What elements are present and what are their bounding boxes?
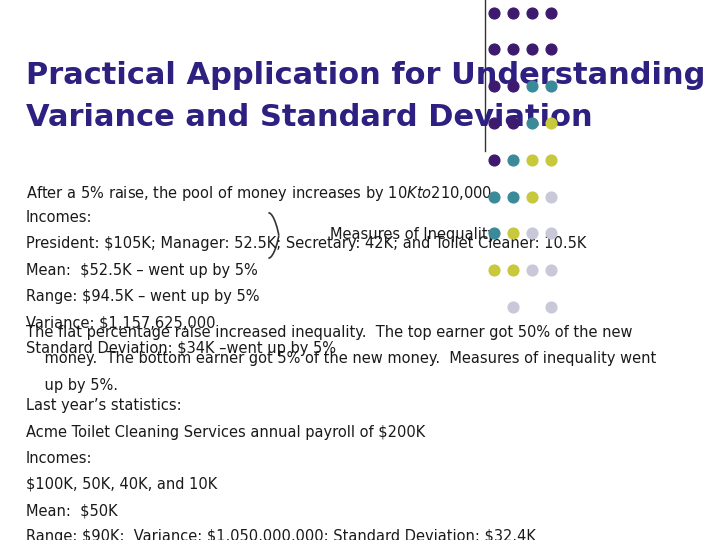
Point [545,303,557,312]
Point [489,119,500,127]
Point [526,8,538,17]
Text: up by 5%.: up by 5%. [26,377,118,393]
Point [545,82,557,91]
Point [526,119,538,127]
Point [489,229,500,238]
Text: Last year’s statistics:: Last year’s statistics: [26,399,181,413]
Point [508,192,519,201]
Text: Standard Deviation: $34K –went up by 5%: Standard Deviation: $34K –went up by 5% [26,341,336,356]
Point [508,303,519,312]
Point [526,229,538,238]
Text: Acme Toilet Cleaning Services annual payroll of $200K: Acme Toilet Cleaning Services annual pay… [26,424,425,440]
Point [526,45,538,54]
Point [508,156,519,164]
Point [545,119,557,127]
Point [508,266,519,274]
Point [526,192,538,201]
Text: The flat percentage raise increased inequality.  The top earner got 50% of the n: The flat percentage raise increased ineq… [26,325,632,340]
Point [545,8,557,17]
Point [526,266,538,274]
Point [489,8,500,17]
Point [545,45,557,54]
Text: Mean:  $52.5K – went up by 5%: Mean: $52.5K – went up by 5% [26,262,258,278]
Text: Variance and Standard Deviation: Variance and Standard Deviation [26,103,593,132]
Point [489,266,500,274]
Text: money.  The bottom earner got 5% of the new money.  Measures of inequality went: money. The bottom earner got 5% of the n… [26,352,656,367]
Text: Incomes:: Incomes: [26,451,92,466]
Text: $100K, 50K, 40K, and 10K: $100K, 50K, 40K, and 10K [26,477,217,492]
Point [508,229,519,238]
Text: Practical Application for Understanding: Practical Application for Understanding [26,60,705,90]
Point [489,192,500,201]
Point [489,45,500,54]
Text: Mean:  $50K: Mean: $50K [26,503,117,518]
Point [526,156,538,164]
Point [545,266,557,274]
Point [545,229,557,238]
Text: After a 5% raise, the pool of money increases by $10K to $210,000: After a 5% raise, the pool of money incr… [26,184,492,203]
Point [526,82,538,91]
Text: Measures of Inequality: Measures of Inequality [330,227,496,242]
Text: Range: $94.5K – went up by 5%: Range: $94.5K – went up by 5% [26,289,259,304]
Text: President: $105K; Manager: 52.5K; Secretary: 42K; and Toilet Cleaner: 10.5K: President: $105K; Manager: 52.5K; Secret… [26,237,586,252]
Point [508,8,519,17]
Point [545,156,557,164]
Text: Range: $90K;  Variance: $1,050,000,000; Standard Deviation: $32.4K: Range: $90K; Variance: $1,050,000,000; S… [26,529,536,540]
Point [489,156,500,164]
Point [508,45,519,54]
Text: Variance: $1,157,625,000: Variance: $1,157,625,000 [26,315,215,330]
Point [508,82,519,91]
Point [489,82,500,91]
Text: Incomes:: Incomes: [26,210,92,225]
Point [508,119,519,127]
Point [545,192,557,201]
